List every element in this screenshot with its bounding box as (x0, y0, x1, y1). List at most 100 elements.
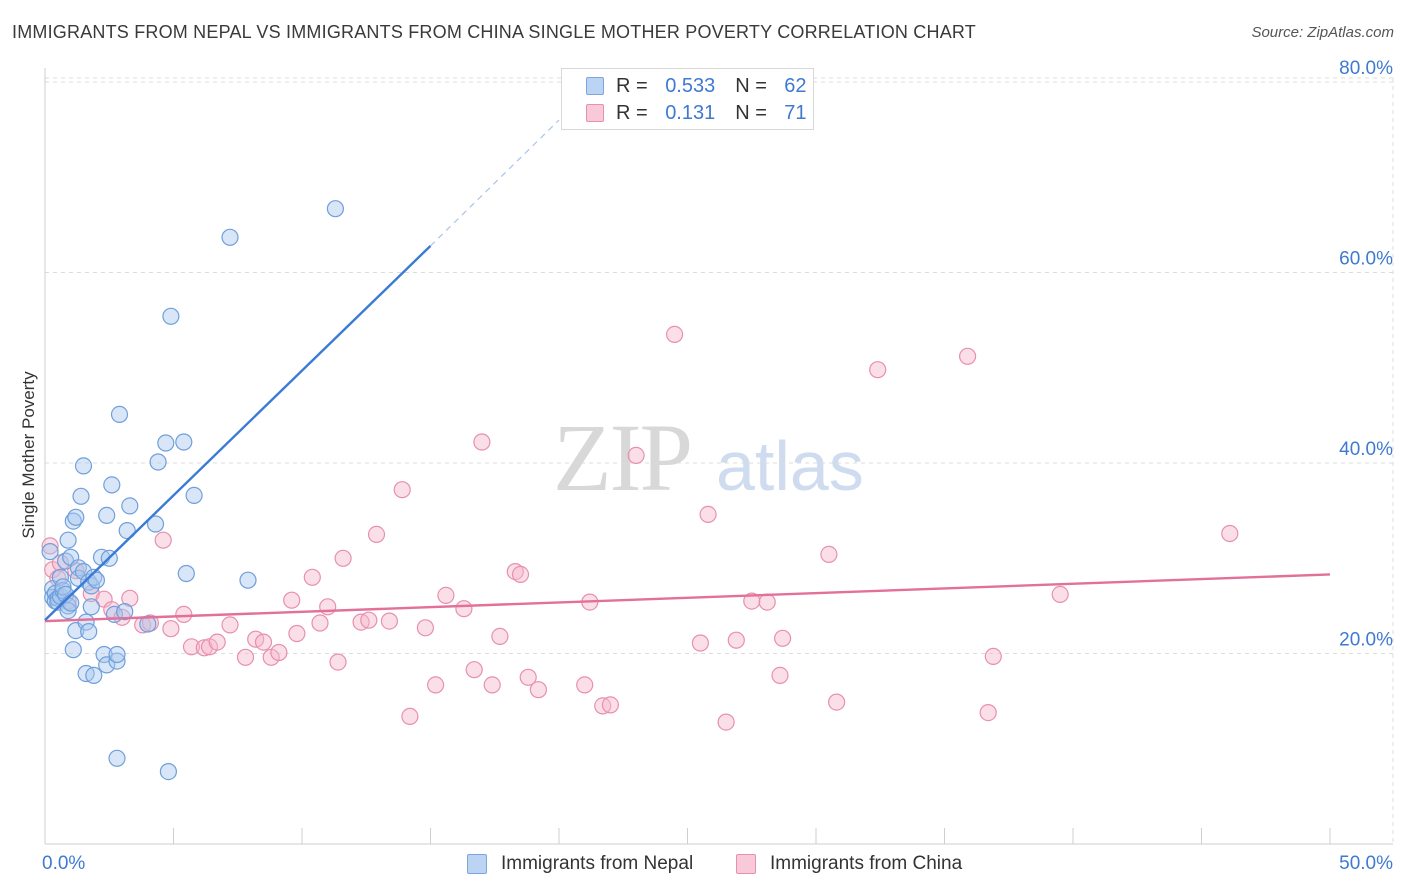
nepal-point (162, 307, 180, 325)
chart-title: IMMIGRANTS FROM NEPAL VS IMMIGRANTS FROM… (12, 22, 976, 42)
china-point (519, 668, 537, 686)
china-point (303, 568, 321, 586)
china-point (511, 565, 530, 584)
china-point (162, 620, 180, 638)
china-n-label: N = (735, 101, 767, 124)
y-tick-label: 40.0% (1339, 439, 1393, 460)
bottom-legend-china: Immigrants from China (736, 852, 962, 876)
china-point (727, 631, 745, 649)
nepal-point (87, 571, 106, 589)
correlation-legend: R = 0.533 N = 62 R = 0.131 N = 71 (561, 68, 814, 130)
china-point (380, 612, 398, 630)
china-point (416, 619, 434, 637)
bottom-legend-nepal: Immigrants from Nepal (467, 852, 693, 876)
grid-lines (45, 77, 1394, 844)
nepal-point (326, 200, 344, 218)
china-point (311, 614, 329, 632)
china-point (820, 545, 838, 564)
nepal-trend-line (44, 244, 432, 622)
china-point (319, 598, 337, 616)
nepal-point (98, 656, 116, 674)
nepal-point (139, 615, 157, 633)
china-point (182, 638, 201, 656)
china-point (576, 676, 594, 694)
china-legend-label: Immigrants from China (770, 853, 963, 874)
nepal-point (74, 457, 93, 475)
nepal-n-value: 62 (784, 74, 807, 97)
nepal-point (64, 641, 82, 659)
china-point (154, 531, 172, 549)
china-point (283, 591, 301, 609)
china-point (175, 605, 193, 624)
china-trend-line (44, 573, 1331, 623)
china-point (1051, 585, 1069, 604)
china-point (121, 589, 139, 607)
china-point (773, 629, 792, 647)
nepal-legend-label: Immigrants from Nepal (501, 853, 694, 874)
nepal-point (175, 433, 193, 451)
x-tick-label-min: 0.0% (42, 853, 85, 874)
china-point (221, 616, 239, 634)
nepal-point (74, 562, 93, 581)
nepal-point (59, 531, 77, 549)
nepal-point (239, 571, 257, 589)
china-point (758, 593, 776, 611)
china-point (506, 562, 524, 581)
axis-labels: 20.0% 40.0% 60.0% 80.0% 0.0% 50.0% Single Moth… (19, 58, 1393, 874)
nepal-point (108, 749, 126, 767)
china-point (984, 647, 1002, 666)
china-point (491, 627, 509, 646)
nepal-point (85, 666, 103, 685)
china-point (329, 653, 347, 671)
china-point (401, 707, 419, 726)
china-point (270, 643, 288, 662)
china-point (958, 347, 977, 365)
china-point (699, 505, 717, 524)
nepal-r-value: 0.533 (665, 74, 716, 97)
legend-row-nepal: R = 0.533 N = 62 (586, 73, 807, 99)
axes (44, 68, 1393, 845)
china-point (869, 361, 887, 379)
nepal-point (118, 521, 136, 540)
nepal-point (62, 594, 80, 612)
china-point (529, 681, 548, 699)
nepal-point (108, 652, 126, 670)
nepal-point (221, 228, 239, 246)
nepal-point (149, 453, 167, 471)
china-point (367, 525, 386, 544)
china-point (393, 481, 411, 499)
china-point (288, 624, 306, 643)
y-tick-label: 20.0% (1339, 630, 1393, 651)
china-point (771, 666, 789, 685)
nepal-point (159, 762, 177, 781)
china-series (41, 325, 1239, 731)
china-point (979, 703, 997, 722)
china-r-value: 0.131 (665, 101, 716, 124)
watermark-atlas: atlas (716, 427, 864, 505)
nepal-point (98, 506, 116, 525)
nepal-point (157, 434, 175, 452)
nepal-point (80, 622, 98, 641)
nepal-series (41, 200, 344, 781)
china-point (465, 661, 483, 679)
legend-row-china: R = 0.131 N = 71 (586, 100, 807, 126)
china-point (691, 634, 710, 652)
china-point (236, 648, 255, 666)
china-point (427, 676, 445, 694)
watermark-zip: ZIP (553, 404, 693, 511)
nepal-point (72, 487, 90, 505)
china-legend-swatch-icon (736, 854, 756, 874)
nepal-point (146, 515, 165, 533)
y-tick-label: 60.0% (1339, 249, 1393, 270)
china-point (455, 600, 473, 618)
nepal-legend-swatch-icon (467, 854, 487, 874)
x-tick-label-max: 50.0% (1339, 853, 1393, 874)
nepal-n-label: N = (735, 74, 767, 97)
china-point (665, 325, 684, 343)
nepal-point (41, 542, 59, 561)
china-point (437, 586, 455, 605)
nepal-r-label: R = (616, 74, 648, 97)
y-axis-title: Single Mother Poverty (19, 371, 38, 539)
nepal-swatch-icon (586, 77, 604, 95)
